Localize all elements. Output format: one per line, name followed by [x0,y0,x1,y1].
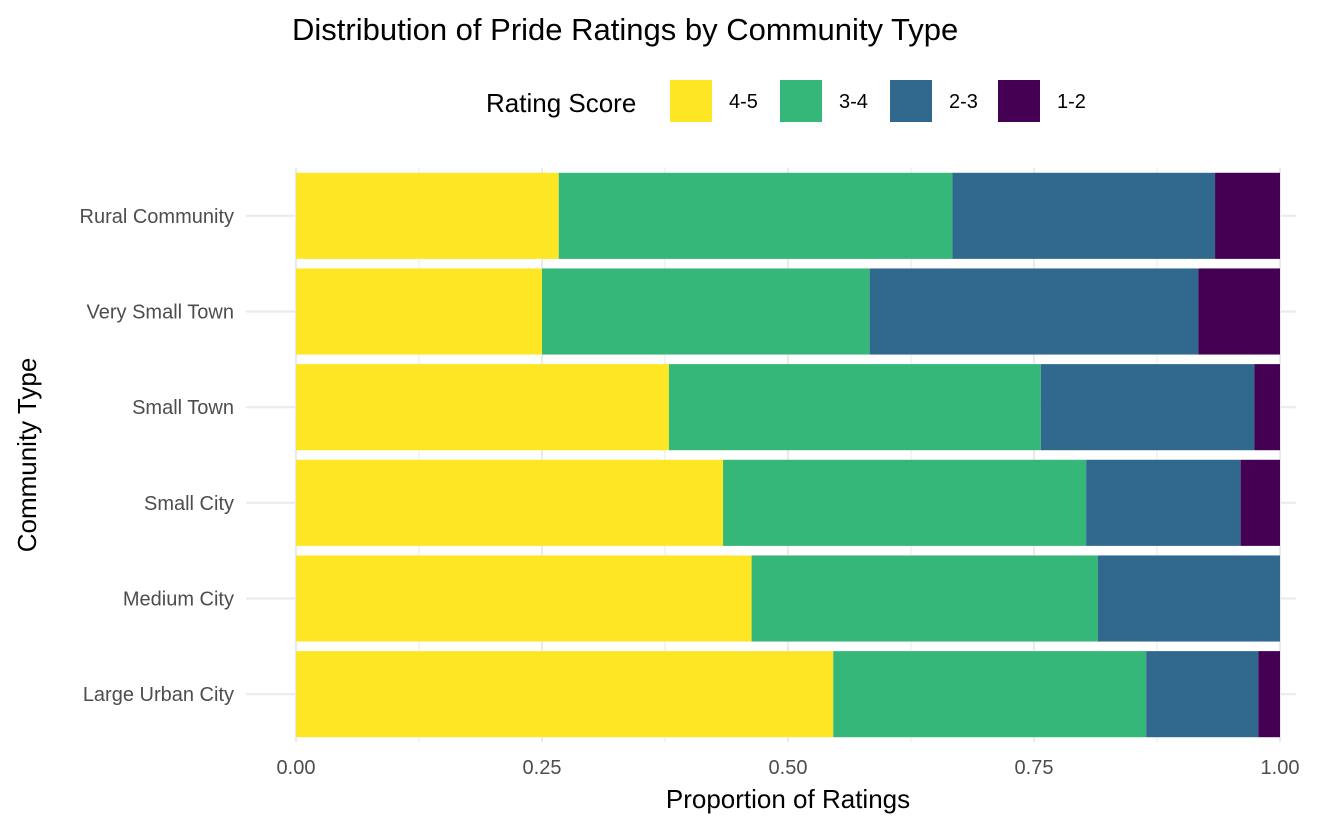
legend-swatch [670,80,712,122]
x-tick-label: 1.00 [1261,757,1300,779]
bar-segment [1198,268,1280,355]
x-axis: 0.00 0.25 0.50 0.75 1.00 [277,757,1300,779]
bar-segment [1254,364,1280,451]
y-tick-label: Rural Community [80,206,234,228]
y-tick-label: Very Small Town [87,302,234,324]
bar-segment [869,268,1199,355]
bar-segment [296,651,834,738]
bar-segment [1215,172,1280,259]
bar-segment [1097,555,1280,642]
bar-segment [296,364,669,451]
y-axis: Rural Community Very Small Town Small Town… [80,206,234,706]
x-tick-label: 0.25 [523,757,562,779]
x-tick-label: 0.50 [769,757,808,779]
bar-segment [751,555,1098,642]
x-tick-label: 0.75 [1015,757,1054,779]
bar-segment [296,268,542,355]
bar-segment [952,172,1216,259]
legend-label: 1-2 [1057,91,1086,113]
bar-segment [668,364,1041,451]
bar-segment [296,172,559,259]
legend-label: 4-5 [729,91,758,113]
y-tick-label: Small Town [132,397,234,419]
legend: Rating Score 4-5 3-4 2-3 1-2 [486,80,1086,122]
legend-label: 2-3 [949,91,978,113]
y-tick-label: Medium City [123,589,234,611]
bar-segment [296,555,752,642]
bar-segment [558,172,953,259]
bar-segment [833,651,1147,738]
y-axis-title: Community Type [12,358,42,553]
legend-swatch [890,80,932,122]
x-tick-label: 0.00 [277,757,316,779]
bar-segment [1146,651,1259,738]
legend-title: Rating Score [486,88,636,118]
bar-segment [1240,459,1280,546]
legend-swatch [998,80,1040,122]
x-axis-title: Proportion of Ratings [666,784,910,814]
y-tick-label: Large Urban City [83,684,234,706]
bar-segment [1258,651,1280,738]
legend-label: 3-4 [839,91,868,113]
bars [296,172,1280,738]
legend-swatch [780,80,822,122]
bar-segment [1086,459,1241,546]
y-tick-label: Small City [144,493,234,515]
bar-segment [542,268,870,355]
chart-title: Distribution of Pride Ratings by Communi… [292,12,958,47]
bar-segment [1040,364,1255,451]
bar-segment [723,459,1087,546]
bar-segment [296,459,724,546]
